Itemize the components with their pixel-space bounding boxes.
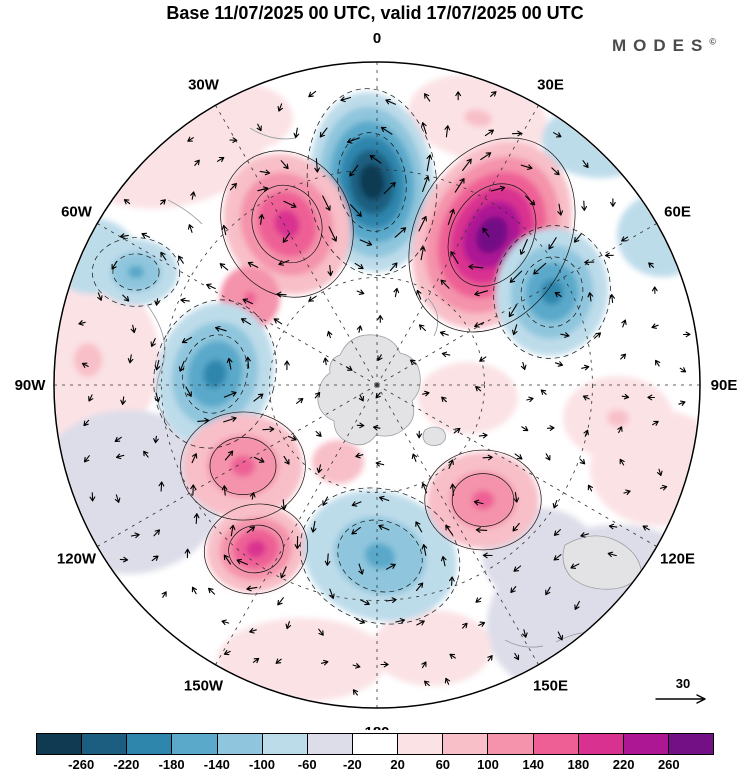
lon-label-90W: 90W (15, 377, 47, 394)
lon-label-180: 180 (364, 724, 389, 730)
page-title: Base 11/07/2025 00 UTC, valid 17/07/2025… (166, 3, 584, 23)
colorbar-tick: -100 (248, 757, 276, 772)
lon-label-150E: 150E (533, 678, 568, 695)
colorbar-cell (81, 734, 127, 754)
colorbar-cell (171, 734, 217, 754)
colorbar-cell (37, 734, 82, 754)
colorbar-cell (216, 734, 262, 754)
lon-label-60W: 60W (61, 204, 93, 221)
colorbar-cell (351, 734, 398, 754)
colorbar-tick: 60 (435, 757, 451, 772)
colorbar-cell (442, 734, 488, 754)
colorbar-tick: 260 (657, 757, 680, 772)
colorbar-cell (397, 734, 443, 754)
modes-logo-text: MODES (612, 36, 710, 55)
colorbar-tick: -20 (342, 757, 362, 772)
colorbar-cell (577, 734, 623, 754)
colorbar-tick: 20 (390, 757, 405, 772)
colorbar-tick: -140 (203, 757, 230, 772)
lon-label-120W: 120W (57, 551, 97, 568)
modes-logo: MODES© (612, 36, 716, 56)
colorbar (36, 733, 714, 755)
colorbar-tick: 180 (567, 757, 590, 772)
colorbar-cell (667, 734, 714, 754)
vector-reference-arrow-icon (655, 694, 706, 704)
colorbar-cell (622, 734, 668, 754)
colorbar-cell (261, 734, 307, 754)
lon-label-60E: 60E (664, 204, 691, 221)
colorbar-tick: -60 (297, 757, 317, 772)
contour-lines (91, 88, 611, 625)
lon-label-120E: 120E (660, 551, 695, 568)
map-boundary (53, 61, 701, 709)
lon-label-30E: 30E (537, 76, 564, 93)
colorbar-cell (487, 734, 533, 754)
vector-reference-label: 30 (675, 676, 691, 691)
colorbar-tick: -180 (158, 757, 185, 772)
longitude-labels: 0 30E 60E 90E 120E 150E 180 150W 120W 90W 60W 30W (15, 30, 738, 730)
lon-label-30W: 30W (188, 76, 220, 93)
colorbar-tick: -260 (68, 757, 95, 772)
polar-map: 0 30E 60E 90E 120E 150E 180 150W 120W 90W 60W 30W (15, 30, 738, 730)
colorbar-tick: 100 (477, 757, 499, 772)
colorbar-labels: -260 -220 -180 -140 -100 -60 -20 20 60 100 140 180 2… (36, 757, 714, 775)
colorbar-cell (532, 734, 578, 754)
wind-arrows (78, 90, 691, 696)
copyright-icon: © (709, 36, 716, 47)
colorbar-tick: -220 (113, 757, 140, 772)
lon-label-0: 0 (373, 30, 381, 47)
lon-label-150W: 150W (184, 678, 224, 695)
colorbar-cell (126, 734, 172, 754)
colorbar-tick: 220 (612, 757, 635, 772)
colorbar-cell (306, 734, 352, 754)
vector-reference: 30 (650, 676, 716, 708)
lon-label-90E: 90E (711, 377, 738, 394)
graticule (54, 62, 700, 708)
colorbar-tick: 140 (522, 757, 545, 772)
